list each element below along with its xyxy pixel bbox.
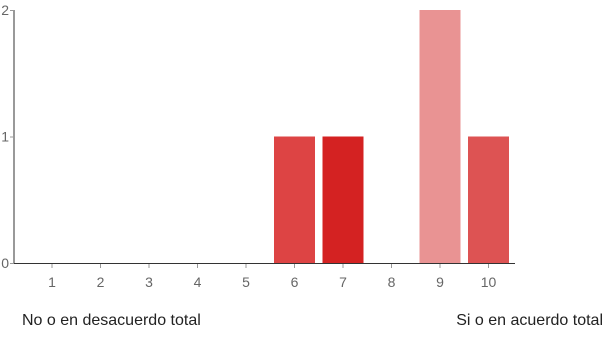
x-ticks-group: 1 2 3 4 5 6 7 8 9 10 <box>48 264 496 290</box>
y-tick-label-1: 1 <box>1 129 9 145</box>
x-tick-label-9: 9 <box>436 274 444 290</box>
y-ticks-group: 0 1 2 <box>1 2 14 271</box>
x-tick-label-6: 6 <box>291 274 299 290</box>
x-tick-label-4: 4 <box>194 274 202 290</box>
bar-6 <box>274 136 315 263</box>
bar-10 <box>468 136 509 263</box>
y-tick-label-2: 2 <box>1 2 9 18</box>
bar-chart: 1 2 3 4 5 6 7 8 9 10 0 1 2 <box>1 2 515 290</box>
x-tick-label-5: 5 <box>242 274 250 290</box>
y-tick-label-0: 0 <box>1 255 9 271</box>
x-tick-label-7: 7 <box>339 274 347 290</box>
x-tick-label-1: 1 <box>48 274 56 290</box>
bars-group <box>274 10 509 263</box>
scale-high-label: Si o en acuerdo total <box>456 312 603 329</box>
scale-low-label: No o en desacuerdo total <box>22 312 201 329</box>
bar-9 <box>419 10 461 263</box>
bar-7 <box>322 136 364 263</box>
x-tick-label-8: 8 <box>388 274 396 290</box>
x-tick-label-3: 3 <box>145 274 153 290</box>
x-tick-label-10: 10 <box>481 274 497 290</box>
x-tick-label-2: 2 <box>97 274 105 290</box>
